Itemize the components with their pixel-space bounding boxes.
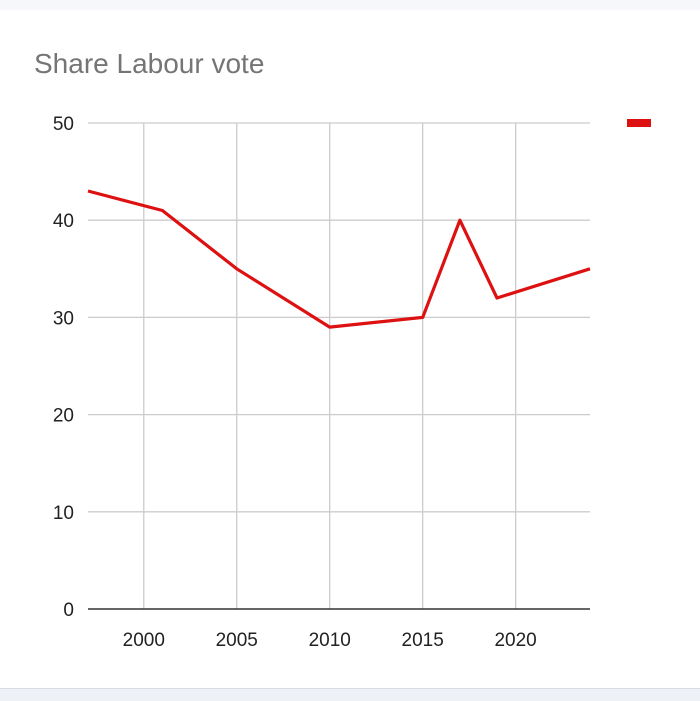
series-line	[87, 189, 591, 329]
y-tick-label: 0	[63, 600, 74, 621]
legend-swatch	[627, 119, 651, 127]
y-tick-label: 40	[53, 211, 74, 232]
x-tick-label: 2015	[402, 630, 444, 651]
x-tick-label: 2000	[123, 630, 165, 651]
window-bottom-strip	[0, 688, 700, 701]
x-tick-label: 2005	[216, 630, 258, 651]
y-tick-label: 30	[53, 308, 74, 329]
window-top-strip	[0, 0, 700, 10]
x-tick-label: 2010	[309, 630, 351, 651]
x-tick-label: 2020	[494, 630, 536, 651]
y-tick-label: 50	[53, 114, 74, 135]
y-tick-label: 10	[53, 503, 74, 524]
y-tick-label: 20	[53, 406, 74, 427]
chart-title: Share Labour vote	[34, 48, 265, 79]
line-chart: 0 10 20 30 40 50 2000 2005 2010 2015 2020	[53, 114, 651, 651]
